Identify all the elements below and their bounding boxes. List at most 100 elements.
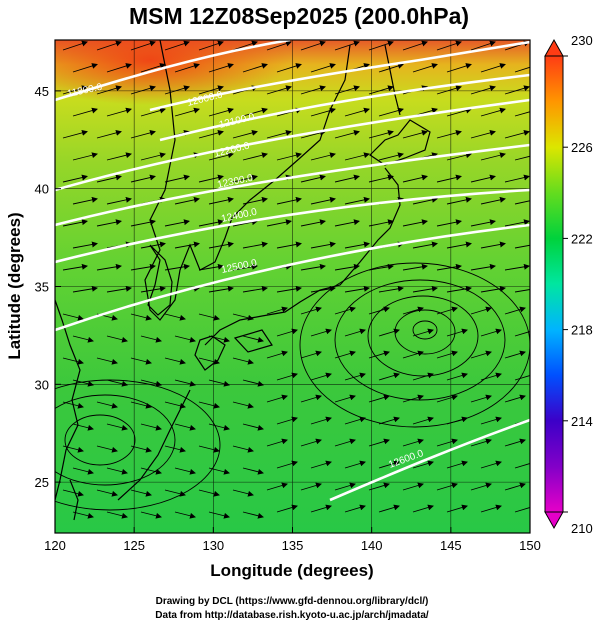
wind-arrow: [164, 219, 190, 227]
wind-arrow: [276, 63, 302, 73]
wind-arrow: [62, 489, 84, 497]
wind-arrow: [72, 152, 98, 161]
coastline-sakhalin: [384, 44, 401, 116]
wind-arrow: [470, 350, 492, 359]
wind-arrow: [164, 313, 186, 321]
wind-arrow: [402, 482, 424, 491]
wind-arrow: [402, 263, 428, 271]
wind-arrow: [310, 328, 332, 337]
wind-arrow: [470, 394, 492, 403]
colorbar-bottom-triangle: [544, 511, 564, 530]
y-tick-label: 35: [35, 280, 49, 295]
wind-arrow: [368, 219, 394, 227]
wind-arrow: [504, 482, 526, 491]
wind-arrow: [470, 40, 496, 51]
wind-arrow: [276, 460, 298, 469]
wind-arrow: [402, 306, 424, 315]
wind-arrow: [368, 394, 390, 403]
wind-arrow: [334, 85, 360, 95]
y-tick-label: 40: [35, 182, 49, 197]
wind-arrow: [412, 504, 434, 513]
wind-arrow: [504, 129, 530, 139]
wind-arrow: [266, 394, 288, 403]
wind-arrow: [62, 313, 84, 321]
wind-arrow: [208, 423, 230, 431]
wind-arrow: [140, 241, 166, 249]
wind-arrow: [514, 372, 530, 381]
wind-arrow: [402, 219, 428, 227]
wind-arrow: [378, 504, 400, 513]
wind-arrow: [72, 241, 98, 249]
wind-arrow: [208, 241, 234, 249]
wind-arrow: [106, 285, 132, 293]
wind-arrow: [130, 129, 156, 139]
wind-arrow: [242, 107, 268, 117]
wind-arrow: [106, 196, 132, 205]
y-tick-label: 25: [35, 475, 49, 490]
wind-arrow: [446, 285, 472, 293]
wind-arrow: [378, 107, 404, 117]
x-axis-ticks: 120 125 130 135 140 145 150: [44, 527, 541, 553]
wind-arrow: [344, 416, 366, 425]
wind-arrow: [368, 482, 390, 491]
wind-arrow: [130, 174, 156, 183]
wind-arrow: [344, 460, 366, 469]
wind-arrow: [164, 357, 186, 365]
wind-arrow: [266, 85, 292, 95]
wind-arrow: [504, 174, 530, 183]
wind-arrow: [96, 219, 122, 227]
x-tick-label: 150: [519, 538, 541, 553]
cyclone-circulation: [299, 262, 530, 428]
wind-arrow: [72, 511, 94, 519]
wind-arrow: [480, 63, 506, 73]
plot-area: 11800.0 12000.012100.012200.012300.012400…: [55, 40, 530, 533]
wind-arrow: [266, 306, 288, 315]
wind-arrow: [164, 263, 190, 271]
wind-arrow: [514, 111, 530, 117]
wind-arrow: [276, 152, 302, 161]
wind-arrow: [208, 196, 234, 205]
wind-arrow: [72, 467, 94, 475]
wind-arrow: [266, 219, 292, 227]
wind-arrow: [72, 63, 98, 73]
wind-arrow: [480, 285, 506, 293]
x-tick-label: 140: [361, 538, 383, 553]
wind-arrow: [140, 423, 162, 431]
wind-arrow: [446, 504, 468, 513]
wind-arrow: [174, 423, 196, 431]
wind-arrow: [334, 438, 356, 447]
wind-arrow: [140, 63, 166, 73]
wind-arrow: [300, 394, 322, 403]
wind-arrow: [106, 467, 128, 475]
wind-arrow: [436, 394, 458, 403]
wind-arrow: [446, 152, 472, 161]
colorbar-tick-label: 218: [571, 323, 593, 338]
wind-arrow: [368, 40, 394, 51]
wind-arrow: [174, 379, 196, 387]
wind-arrow: [242, 335, 264, 343]
wind-arrow: [470, 482, 492, 491]
wind-arrow: [96, 40, 122, 51]
wind-arrow: [174, 335, 196, 343]
wind-arrow: [106, 63, 132, 73]
wind-arrow: [72, 335, 94, 343]
wind-arrow: [344, 328, 366, 337]
wind-arrow: [164, 445, 186, 453]
wind-arrow: [378, 152, 404, 161]
wind-arrow: [504, 263, 530, 271]
colorbar-tick-label: 230: [571, 33, 593, 48]
wind-arrow: [514, 200, 530, 205]
wind-arrow: [208, 63, 234, 73]
wind-arrow: [436, 438, 458, 447]
colorbar-body: [544, 55, 564, 513]
coastline-korea-peninsula: [147, 244, 173, 316]
wind-arrow: [232, 445, 254, 453]
wind-arrow: [72, 379, 94, 387]
wind-arrow: [232, 129, 258, 139]
wind-arrow: [378, 285, 404, 293]
wind-arrow: [470, 306, 492, 315]
wind-arrow: [436, 482, 458, 491]
wind-arrow: [334, 263, 360, 271]
wind-arrow: [334, 482, 356, 491]
colorbar-tick-label: 214: [571, 414, 593, 429]
